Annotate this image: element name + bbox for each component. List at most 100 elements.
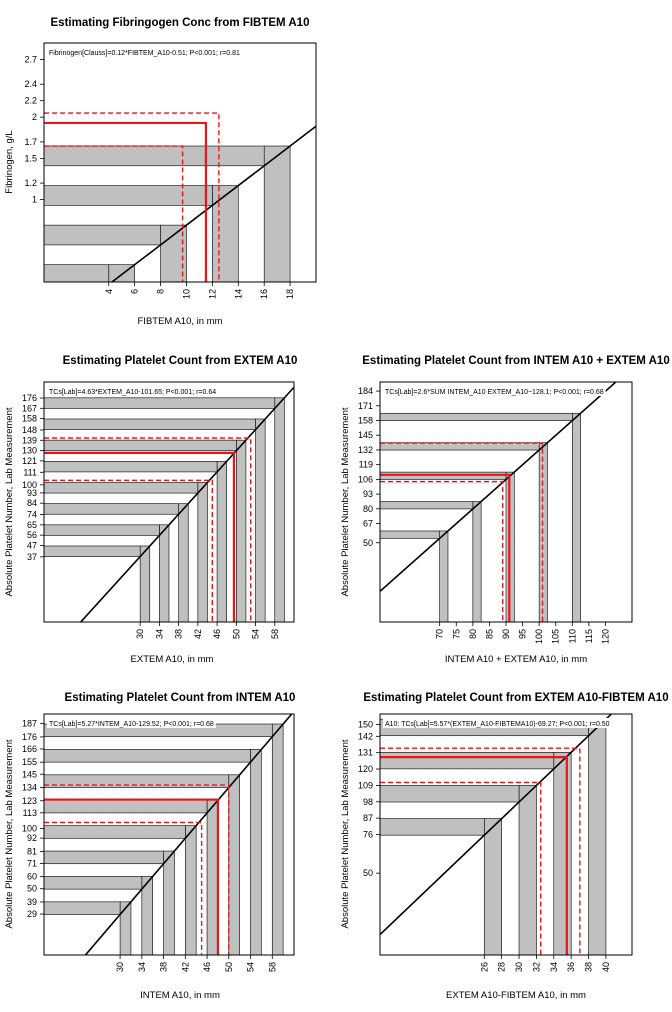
horizontal-band-7 — [44, 418, 256, 430]
y-tick-label: 184 — [358, 386, 373, 396]
x-tick-label: 58 — [267, 962, 277, 972]
x-tick-label: 50 — [224, 962, 234, 972]
x-tick-label: 58 — [270, 629, 280, 639]
x-tick-label: 38 — [584, 962, 594, 972]
x-tick-label: 34 — [154, 629, 164, 639]
confidence-line-lower — [44, 821, 203, 955]
y-axis-label: Fibrinogen, g/L — [4, 130, 15, 193]
x-tick-label: 8 — [156, 289, 166, 294]
y-axis-label: Absolute Platelet Number, Lab Measuremen… — [4, 739, 15, 928]
x-tick-label: 46 — [212, 629, 222, 639]
y-tick-label: 1.7 — [24, 137, 37, 147]
plot-area — [380, 714, 613, 955]
y-tick-label: 100 — [22, 480, 37, 490]
chart-title: Estimating Platelet Count from INTEM A10 — [65, 692, 296, 704]
y-tick-label: 56 — [27, 530, 37, 540]
y-tick-label: 74 — [27, 510, 37, 520]
y-tick-label: 111 — [23, 467, 37, 477]
confidence-line-lower — [44, 479, 213, 622]
y-axis-label: Absolute Platelet Number, Lab Measuremen… — [340, 739, 351, 928]
estimate-line — [44, 798, 220, 955]
horizontal-band-2 — [44, 524, 160, 536]
plot-frame — [43, 381, 295, 623]
horizontal-band-1 — [44, 901, 121, 915]
x-tick-label: 46 — [202, 962, 212, 972]
estimate-line — [44, 121, 208, 282]
chart-panel-3: TCs[Lab]=2.6*SUM INTEM_A10 EXTEM_A10−128… — [340, 355, 670, 665]
y-tick-label: 123 — [22, 796, 37, 806]
regression-line — [380, 714, 613, 936]
x-tick-label: 90 — [501, 629, 511, 639]
y-tick-label: 47 — [27, 540, 37, 550]
x-tick-label: 54 — [251, 629, 261, 639]
horizontal-band-2 — [44, 876, 143, 890]
estimate-line — [380, 756, 568, 955]
y-tick-label: 150 — [358, 719, 373, 729]
y-tick-label: 187 — [22, 719, 37, 729]
y-tick-label: 2.2 — [24, 96, 37, 106]
x-tick-label: 34 — [137, 962, 147, 972]
plot-area — [44, 112, 316, 282]
y-tick-label: 87 — [363, 813, 373, 823]
y-tick-label: 171 — [358, 401, 373, 411]
horizontal-band-5 — [44, 799, 208, 814]
regression-equation: Fibrinogen[Clauss]=0.12*FIBTEM_A10-0.51;… — [49, 50, 240, 57]
y-tick-label: 106 — [358, 474, 373, 484]
y-tick-label: 93 — [363, 489, 373, 499]
confidence-line-lower — [44, 145, 184, 282]
x-tick-label: 70 — [435, 629, 445, 639]
chart-panel-2: TCs[Lab]=4.63*EXTEM_A10-101.65; P<0.001;… — [4, 355, 297, 665]
y-tick-label: 145 — [22, 769, 37, 779]
equation-background — [47, 718, 216, 728]
y-tick-label: 139 — [22, 435, 37, 445]
x-tick-label: 32 — [531, 962, 541, 972]
x-tick-label: 120 — [600, 629, 610, 644]
vertical-band-2 — [472, 501, 482, 622]
vertical-band-1 — [119, 901, 132, 955]
confidence-line-upper — [380, 442, 544, 622]
confidence-line-upper — [44, 437, 252, 622]
equation-background — [47, 386, 219, 396]
regression-line — [110, 125, 316, 282]
regression-line — [380, 382, 618, 592]
y-tick-label: 1.5 — [24, 153, 37, 163]
y-tick-label: 39 — [27, 897, 37, 907]
y-tick-label: 158 — [358, 415, 373, 425]
x-tick-label: 36 — [566, 962, 576, 972]
x-tick-label: 54 — [246, 962, 256, 972]
y-axis-label: Absolute Platelet Number, Lab Measuremen… — [4, 407, 15, 596]
horizontal-band-3 — [44, 850, 164, 865]
x-tick-label: 95 — [518, 629, 528, 639]
horizontal-band-4 — [44, 482, 199, 494]
regression-equation: TCs[Lab]=2.6*SUM INTEM_A10 EXTEM_A10−128… — [385, 389, 604, 396]
y-tick-label: 98 — [363, 797, 373, 807]
horizontal-band-1 — [44, 545, 141, 557]
equation-background — [383, 386, 606, 396]
y-tick-label: 2 — [32, 112, 37, 122]
regression-line — [79, 386, 294, 622]
vertical-band-3 — [178, 503, 189, 622]
x-axis-label: INTEM A10, in mm — [140, 990, 220, 1001]
x-tick-label: 50 — [231, 629, 241, 639]
vertical-band-5 — [206, 799, 219, 955]
chart-title: Estimating Platelet Count from INTEM A10… — [362, 355, 669, 367]
plot-frame — [43, 713, 295, 956]
chart-panel-5: A10: TCs[Lab]=5.57*(EXTEM_A10-FIBTEMA10)… — [340, 692, 669, 1001]
x-tick-label: 30 — [514, 962, 524, 972]
vertical-band-3 — [553, 752, 572, 955]
chart-panel-1: Fibrinogen[Clauss]=0.12*FIBTEM_A10-0.51;… — [4, 17, 317, 327]
vertical-band-5 — [216, 461, 227, 622]
y-tick-label: 121 — [22, 456, 37, 466]
x-tick-label: 34 — [549, 962, 559, 972]
horizontal-band-4 — [44, 825, 186, 839]
y-tick-label: 71 — [27, 858, 37, 868]
regression-equation: TCs[Lab]=4.63*EXTEM_A10-101.65; P<0.001;… — [49, 389, 216, 396]
x-tick-label: 75 — [451, 629, 461, 639]
x-tick-label: 18 — [285, 289, 295, 299]
x-tick-label: 38 — [174, 629, 184, 639]
vertical-band-4 — [197, 482, 208, 622]
y-tick-label: 1 — [32, 195, 37, 205]
confidence-line-upper — [380, 747, 581, 955]
vertical-band-2 — [141, 876, 153, 955]
x-tick-label: 100 — [534, 629, 544, 644]
